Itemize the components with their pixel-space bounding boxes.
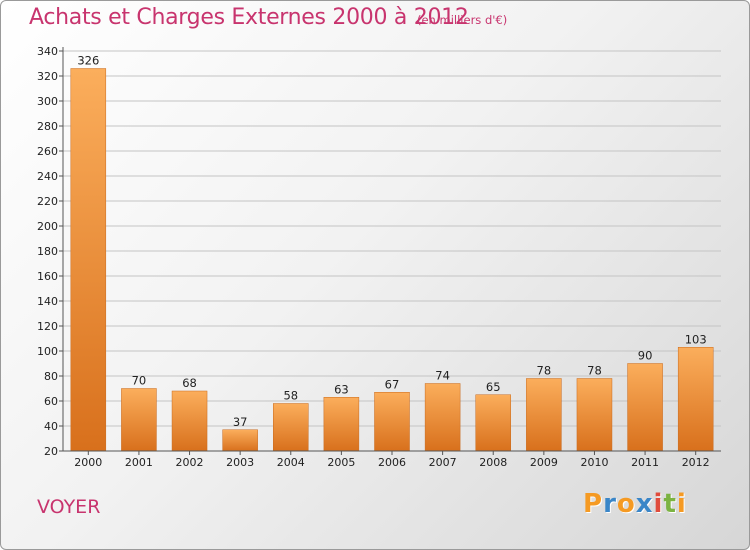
x-tick-label: 2002: [176, 456, 204, 469]
bar-2000: [70, 68, 107, 452]
x-tick-label: 2012: [682, 456, 710, 469]
y-tick-label: 300: [37, 95, 58, 108]
x-tick-label: 2006: [378, 456, 406, 469]
x-tick-label: 2001: [125, 456, 153, 469]
logo-letter: i: [653, 489, 664, 519]
y-tick-label: 320: [37, 70, 58, 83]
logo-letter: o: [616, 489, 636, 519]
data-label: 63: [334, 382, 349, 396]
bar-2007: [424, 383, 461, 452]
bar-2008: [475, 394, 511, 452]
commune-name: VOYER: [37, 496, 101, 518]
x-tick-label: 2008: [479, 456, 507, 469]
bar-2005: [323, 397, 360, 452]
data-label: 90: [638, 349, 653, 363]
proxiti-logo: Proxiti: [583, 489, 687, 519]
data-label: 326: [77, 54, 99, 68]
x-tick-labels: 2000 2001 2002 2003 2004 2005 2006 2007 2008 2009…: [74, 456, 709, 469]
x-tick-label: 2011: [631, 456, 659, 469]
logo-letter: P: [583, 489, 604, 519]
data-label: 78: [537, 364, 552, 378]
logo-letter: i: [676, 489, 687, 519]
y-tick-label: 20: [44, 445, 58, 458]
bar-2009: [526, 378, 562, 452]
data-label: 70: [132, 374, 147, 388]
y-tick-label: 180: [37, 245, 58, 258]
bar-2003: [222, 429, 258, 452]
data-label: 67: [385, 377, 400, 391]
bars: [70, 68, 714, 452]
x-tick-label: 2007: [429, 456, 457, 469]
y-tick-label: 340: [37, 45, 58, 58]
bar-2004: [273, 403, 309, 452]
logo-letter: t: [663, 489, 677, 519]
data-label: 58: [283, 389, 298, 403]
data-label: 78: [587, 364, 602, 378]
bar-2001: [121, 388, 157, 452]
y-tick-label: 200: [37, 220, 58, 233]
data-label: 74: [435, 369, 450, 383]
x-tick-label: 2010: [580, 456, 608, 469]
x-tick-label: 2005: [327, 456, 355, 469]
data-labels: 326 70 68 37 58 63 67 74 65 78 78 90 103: [77, 54, 706, 429]
y-tick-labels: 20 40 60 80 100 120 140 160 180 200 220 240 260 280 30…: [37, 45, 58, 458]
x-tick-label: 2000: [74, 456, 102, 469]
data-label: 65: [486, 380, 501, 394]
y-tick-label: 260: [37, 145, 58, 158]
y-tick-label: 160: [37, 270, 58, 283]
data-label: 37: [233, 415, 248, 429]
y-tick-label: 80: [44, 370, 58, 383]
y-tick-label: 120: [37, 320, 58, 333]
data-label: 103: [685, 332, 707, 346]
bar-2010: [576, 378, 613, 452]
y-tick-label: 100: [37, 345, 58, 358]
y-tick-label: 240: [37, 170, 58, 183]
logo-letter: r: [603, 489, 617, 519]
bar-2012: [677, 347, 714, 452]
y-tick-label: 40: [44, 420, 58, 433]
x-tick-label: 2009: [530, 456, 558, 469]
chart-subtitle: (en milliers d'€): [417, 13, 508, 27]
bar-2011: [627, 363, 663, 452]
y-tick-label: 60: [44, 395, 58, 408]
x-tick-label: 2004: [277, 456, 305, 469]
x-tick-label: 2003: [226, 456, 254, 469]
y-tick-label: 280: [37, 120, 58, 133]
bar-2006: [374, 392, 410, 452]
y-tick-label: 140: [37, 295, 58, 308]
data-label: 68: [182, 376, 197, 390]
logo-letter: x: [635, 489, 654, 519]
chart-title: Achats et Charges Externes 2000 à 2012: [29, 5, 469, 30]
bar-2002: [171, 390, 208, 452]
axes: [62, 47, 721, 455]
y-tick-label: 220: [37, 195, 58, 208]
